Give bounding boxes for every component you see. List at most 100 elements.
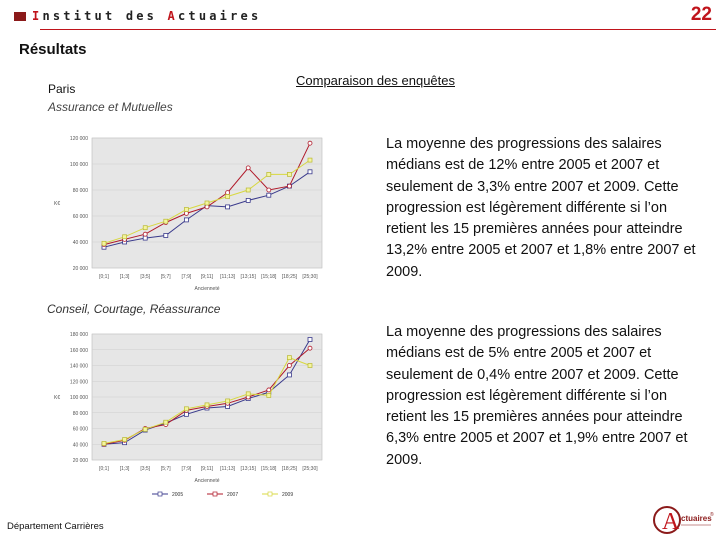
y-tick-label: 140 000 — [70, 364, 88, 370]
logo-registered: ® — [710, 511, 714, 518]
data-point-2007 — [266, 387, 272, 393]
y-axis-label: K€ — [54, 395, 60, 401]
x-tick-label: [1;3] — [120, 466, 130, 472]
data-point-2009 — [204, 200, 210, 206]
y-tick-label: 100 000 — [70, 162, 88, 168]
data-point-2005 — [307, 337, 313, 342]
data-point-2007 — [307, 140, 313, 146]
x-tick-label: [7;9] — [182, 274, 192, 280]
x-tick-label: [13;15] — [241, 466, 257, 472]
data-point-2009 — [163, 419, 169, 425]
data-point-2009 — [307, 157, 313, 163]
x-tick-label: [0;1] — [99, 274, 109, 280]
y-tick-label: 120 000 — [70, 136, 88, 142]
comparison-heading: Comparaison des enquêtes — [296, 73, 455, 88]
chart-assurance: 120 000 100 000 80 000 60 000 40 000 20 000 K€… — [48, 130, 330, 298]
data-point-2009 — [122, 437, 127, 442]
y-axis-label: K€ — [54, 201, 60, 207]
x-tick-label: [9;11] — [201, 274, 214, 280]
data-point-2009 — [287, 355, 292, 360]
y-tick-label: 120 000 — [70, 379, 88, 385]
data-point-2009 — [225, 398, 230, 404]
category-label-conseil: Conseil, Courtage, Réassurance — [47, 302, 221, 316]
legend-label-2007: 2007 — [227, 492, 238, 498]
legend-marker-2007 — [212, 491, 218, 497]
page-title: Résultats — [19, 41, 87, 58]
data-point-2005 — [163, 233, 169, 238]
x-axis-label: Ancienneté — [194, 478, 219, 484]
x-tick-label: [18;25] — [282, 466, 298, 472]
brand-title: Institut des Actuaires — [32, 9, 262, 23]
x-tick-label: [3;5] — [140, 466, 150, 472]
data-point-2007 — [286, 183, 292, 189]
header-logo-bar — [14, 12, 26, 21]
x-tick-label: [18;25] — [282, 274, 298, 280]
data-point-2009 — [101, 240, 107, 246]
x-tick-label: [7;9] — [182, 466, 192, 472]
x-tick-label: [5;7] — [161, 466, 171, 472]
logo-text: ctuaires — [681, 514, 712, 523]
y-tick-label: 40 000 — [73, 442, 89, 448]
y-tick-label: 60 000 — [73, 427, 89, 433]
x-tick-label: [1;3] — [120, 274, 130, 280]
data-point-2007 — [286, 363, 292, 368]
data-point-2005 — [307, 169, 313, 175]
city-label: Paris — [48, 82, 76, 96]
data-point-2009 — [163, 218, 169, 224]
data-point-2009 — [184, 207, 189, 212]
legend-label-2009: 2009 — [282, 492, 293, 498]
x-tick-label: [0;1] — [99, 466, 109, 472]
data-point-2005 — [225, 204, 231, 210]
paragraph-conseil: La moyenne des progressions des salaires… — [386, 324, 688, 468]
legend-marker-2005 — [157, 491, 163, 497]
x-tick-label: [15;18] — [261, 466, 277, 472]
data-point-2009 — [184, 406, 189, 412]
data-point-2009 — [122, 234, 127, 240]
page-number: 22 — [690, 4, 712, 25]
data-point-2009 — [287, 172, 292, 177]
data-point-2007 — [183, 211, 189, 216]
data-point-2007 — [225, 190, 231, 195]
data-point-2009 — [266, 172, 272, 177]
data-point-2005 — [286, 372, 292, 378]
y-tick-label: 40 000 — [73, 240, 89, 246]
data-point-2005 — [183, 217, 189, 223]
data-point-2005 — [142, 235, 148, 241]
data-point-2009 — [142, 426, 148, 432]
data-point-2007 — [142, 231, 148, 237]
x-tick-label: [3;5] — [140, 274, 150, 280]
data-point-2005 — [245, 198, 251, 203]
data-point-2007 — [307, 345, 313, 351]
chart-conseil: 180 000 160 000 140 000 120 000 100 000 80 00… — [48, 326, 330, 504]
y-tick-label: 80 000 — [73, 188, 89, 194]
data-point-2005 — [183, 411, 189, 417]
data-point-2009 — [266, 393, 272, 398]
x-tick-label: [25;30] — [302, 466, 318, 472]
data-point-2009 — [204, 402, 210, 408]
paragraph-assurance: La moyenne des progressions des salaires… — [386, 136, 696, 280]
y-tick-label: 100 000 — [70, 395, 88, 401]
header-divider — [40, 29, 716, 30]
footer-department: Département Carrières — [7, 521, 104, 532]
data-point-2009 — [101, 441, 107, 446]
legend-marker-2009 — [267, 491, 273, 497]
data-point-2009 — [307, 363, 313, 368]
y-tick-label: 20 000 — [73, 458, 89, 464]
y-tick-label: 80 000 — [73, 411, 89, 417]
x-tick-label: [15;18] — [261, 274, 277, 280]
x-tick-label: [13;15] — [241, 274, 257, 280]
actuaires-logo: A ctuaires ® — [653, 506, 714, 535]
x-tick-label: [5;7] — [161, 274, 171, 280]
data-point-2007 — [245, 165, 251, 171]
x-tick-label: [25;30] — [302, 274, 318, 280]
y-tick-label: 160 000 — [70, 348, 88, 354]
data-point-2009 — [245, 391, 251, 397]
data-point-2009 — [142, 225, 148, 231]
y-tick-label: 60 000 — [73, 214, 89, 220]
data-point-2005 — [266, 192, 272, 198]
x-tick-label: [11;13] — [220, 274, 236, 280]
data-point-2007 — [204, 204, 210, 210]
legend-label-2005: 2005 — [172, 492, 183, 498]
data-point-2009 — [245, 187, 251, 193]
logo-initial: A — [662, 509, 680, 535]
